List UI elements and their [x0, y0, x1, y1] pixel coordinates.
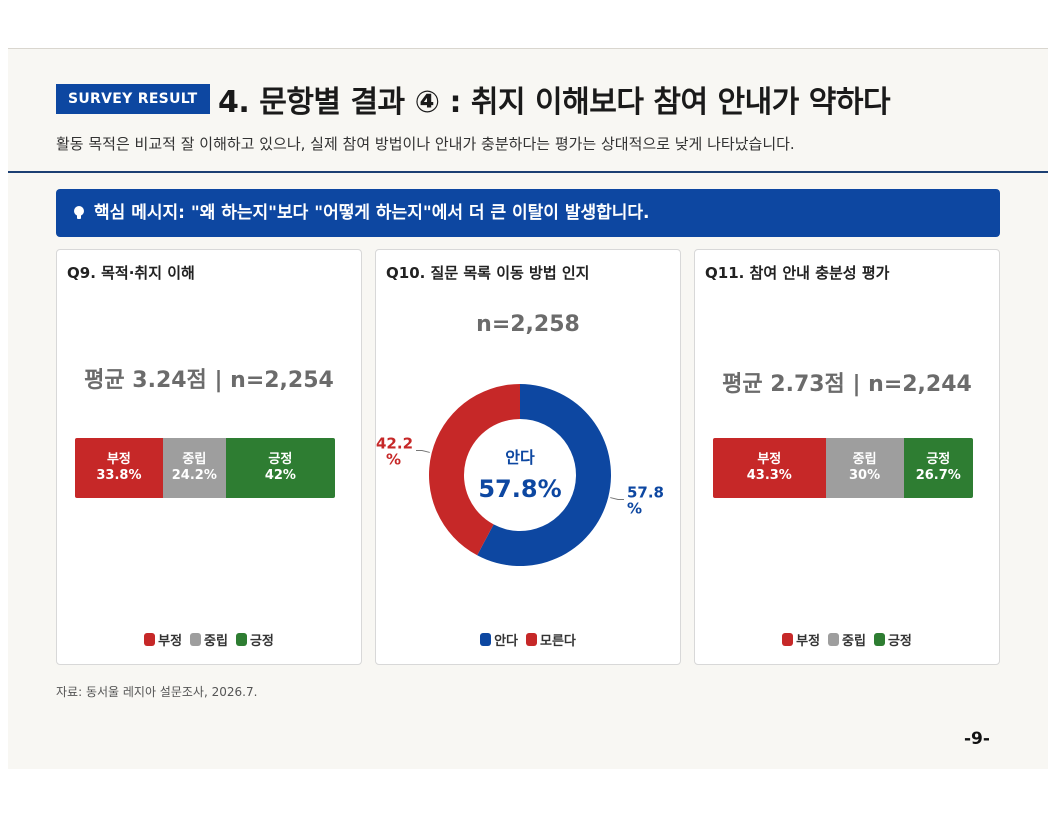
q11-legend-item: 중립 — [828, 630, 866, 649]
page-number: -9- — [964, 729, 990, 749]
q10-stat: n=2,258 — [476, 312, 580, 337]
q11-legend: 부정 중립 긍정 — [695, 630, 999, 649]
q11-segment-2: 중립 30% — [825, 438, 904, 498]
q11-legend-swatch — [828, 633, 840, 646]
q10-slice-1 — [477, 384, 611, 566]
q11-stacked-bar: 부정 43.3% 중립 30% 긍정 26.7% — [713, 438, 973, 498]
q9-segment-1: 부정 33.8% — [75, 438, 163, 498]
q9-legend: 부정 중립 긍정 — [57, 630, 361, 649]
header-divider — [8, 171, 1048, 173]
q9-stat: 평균 3.24점 | n=2,254 — [84, 368, 334, 393]
q9-segment-2: 중립 24.2% — [162, 438, 226, 498]
q11-stat: 평균 2.73점 | n=2,244 — [722, 372, 972, 397]
q11-legend-swatch — [782, 633, 794, 646]
survey-result-badge: SURVEY RESULT — [56, 84, 210, 114]
q10-center-label: 안다 — [505, 448, 535, 467]
q11-legend-item: 부정 — [782, 630, 820, 649]
q9-legend-swatch — [235, 633, 247, 646]
page-title: 4. 문항별 결과 ④ : 취지 이해보다 참여 안내가 약하다 — [218, 85, 891, 120]
q9-segment-value: 24.2% — [171, 468, 217, 483]
q9-card: Q9. 목적·취지 이해 평균 3.24점 | n=2,254 부정 33.8% 중… — [56, 249, 362, 665]
q9-legend-item: 부정 — [144, 630, 182, 649]
q10-title: Q10. 질문 목록 이동 방법 인지 — [386, 264, 590, 282]
q9-legend-label: 긍정 — [249, 634, 274, 649]
q9-legend-swatch — [144, 633, 156, 646]
q9-stacked-bar: 부정 33.8% 중립 24.2% 긍정 42% — [75, 438, 335, 498]
q11-segment-value: 30% — [849, 468, 881, 483]
q10-slice-label: 57.8 — [627, 484, 664, 502]
q9-legend-item: 긍정 — [235, 630, 274, 649]
q11-legend-label: 긍정 — [887, 634, 912, 649]
q11-legend-item: 긍정 — [873, 630, 912, 649]
q10-leader-line — [416, 449, 430, 453]
q11-segment-name: 긍정 — [926, 452, 951, 467]
q10-legend-swatch — [480, 633, 492, 646]
q11-segment-value: 26.7% — [915, 468, 961, 483]
page-subtitle: 활동 목적은 비교적 잘 이해하고 있으나, 실제 참여 방법이나 안내가 충분… — [56, 135, 795, 153]
q9-segment-value: 33.8% — [96, 468, 142, 483]
q11-segment-3: 긍정 26.7% — [903, 438, 973, 498]
lightbulb-icon — [74, 206, 84, 219]
q10-slice-label: % — [627, 500, 642, 518]
q11-title: Q11. 참여 안내 충분성 평가 — [705, 264, 890, 282]
q9-legend-item: 중립 — [190, 630, 228, 649]
source-note: 자료: 동서울 레지아 설문조사, 2026.7. — [56, 685, 258, 699]
q9-legend-swatch — [190, 633, 202, 646]
q11-legend-label: 부정 — [796, 634, 821, 649]
q9-segment-name: 중립 — [182, 452, 207, 467]
q10-leader-line — [610, 497, 624, 501]
q10-legend-label: 모른다 — [540, 634, 576, 649]
q11-segment-value: 43.3% — [746, 468, 792, 483]
slide: SURVEY RESULT 4. 문항별 결과 ④ : 취지 이해보다 참여 안… — [8, 48, 1048, 769]
q9-segment-3: 긍정 42% — [225, 438, 335, 498]
q9-segment-value: 42% — [264, 468, 296, 483]
q11-segment-name: 중립 — [852, 452, 877, 467]
q11-legend-label: 중립 — [842, 634, 866, 649]
q10-legend: 안다 모른다 — [376, 630, 680, 649]
q10-slice-2 — [429, 384, 520, 556]
q10-center-value: 57.8% — [478, 475, 561, 503]
q10-legend-item: 안다 — [480, 630, 518, 649]
q10-slice-label: 42.2 — [376, 434, 413, 452]
q10-legend-label: 안다 — [494, 634, 519, 649]
q11-legend-swatch — [873, 633, 885, 646]
q10-legend-item: 모른다 — [526, 630, 576, 649]
q9-segment-name: 긍정 — [268, 452, 293, 467]
key-message-text: 핵심 메시지: "왜 하는지"보다 "어떻게 하는지"에서 더 큰 이탈이 발생… — [94, 203, 650, 223]
q9-legend-label: 중립 — [204, 634, 228, 649]
q9-title: Q9. 목적·취지 이해 — [67, 264, 195, 282]
q10-legend-swatch — [526, 633, 538, 646]
q11-card: Q11. 참여 안내 충분성 평가 평균 2.73점 | n=2,244 부정 4… — [694, 249, 1000, 665]
key-message-banner: 핵심 메시지: "왜 하는지"보다 "어떻게 하는지"에서 더 큰 이탈이 발생… — [56, 189, 1000, 237]
q9-segment-name: 부정 — [106, 452, 131, 467]
q9-legend-label: 부정 — [158, 634, 183, 649]
q10-slice-label: % — [386, 450, 401, 468]
q11-segment-name: 부정 — [757, 452, 782, 467]
q10-card: Q10. 질문 목록 이동 방법 인지 n=2,258 57.8% 42.2% 안다… — [375, 249, 681, 665]
q11-segment-1: 부정 43.3% — [713, 438, 826, 498]
